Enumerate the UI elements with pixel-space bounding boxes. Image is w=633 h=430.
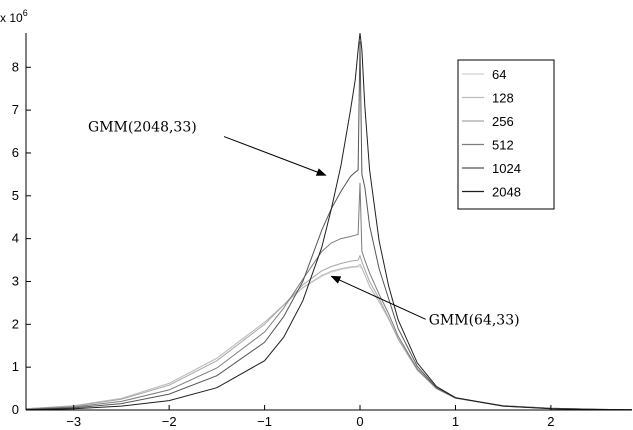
y-tick-label: 6 xyxy=(12,145,19,160)
series-line-1024 xyxy=(25,41,633,411)
x-tick-label: −3 xyxy=(66,414,81,429)
legend-label-512: 512 xyxy=(492,138,514,153)
x-tick-label: −1 xyxy=(257,414,272,429)
legend-label-64: 64 xyxy=(492,67,506,82)
y-tick-label: 0 xyxy=(12,402,19,417)
y-tick-label: 5 xyxy=(12,188,19,203)
annotation-label: GMM(2048,33) xyxy=(88,120,197,136)
legend-label-2048: 2048 xyxy=(492,185,521,200)
axes: −3 −2 −1 0 1 2 0 1 2 3 4 5 6 7 8 xyxy=(12,33,632,429)
annotation-arrow xyxy=(223,136,327,176)
legend-label-1024: 1024 xyxy=(492,161,521,176)
x-tick-label: 2 xyxy=(547,414,554,429)
annotation-label: GMM(64,33) xyxy=(429,312,520,328)
x-tick-label: −2 xyxy=(162,414,177,429)
y-tick-label: 4 xyxy=(12,231,19,246)
series-line-64 xyxy=(25,266,633,411)
legend-label-256: 256 xyxy=(492,114,514,129)
annotations: GMM(2048,33) GMM(64,33) xyxy=(88,120,520,329)
y-tick-label: 1 xyxy=(12,359,19,374)
series-line-128 xyxy=(25,263,633,411)
plot-area xyxy=(25,32,633,411)
series-line-2048 xyxy=(25,32,633,411)
legend-label-128: 128 xyxy=(492,91,514,106)
y-tick-label: 8 xyxy=(12,59,19,74)
x-tick-label: 0 xyxy=(356,414,363,429)
legend-box xyxy=(457,59,555,210)
annotation-arrow xyxy=(330,275,426,320)
x-tick-label: 1 xyxy=(452,414,459,429)
y-tick-label: 2 xyxy=(12,316,19,331)
y-multiplier-label: x 106 xyxy=(0,8,28,25)
legend: 64 128 256 512 1024 2048 xyxy=(457,59,555,210)
y-tick-label: 7 xyxy=(12,102,19,117)
series-line-256 xyxy=(25,254,633,411)
y-tick-label: 3 xyxy=(12,273,19,288)
